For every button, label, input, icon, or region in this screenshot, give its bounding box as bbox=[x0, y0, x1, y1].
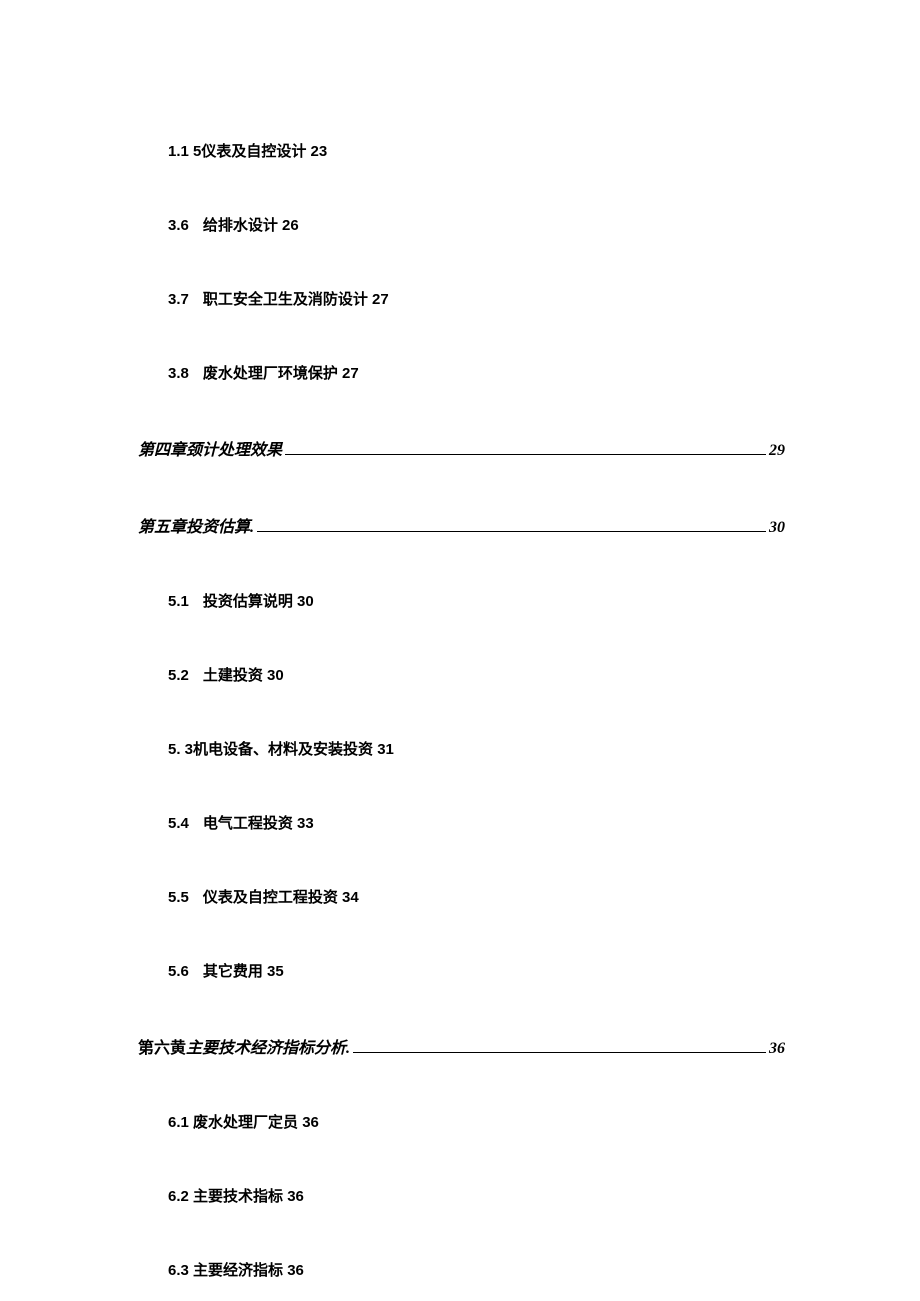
entry-text: 主要经济指标 36 bbox=[193, 1262, 304, 1279]
entry-number: 5.5 bbox=[168, 889, 189, 906]
entry-text: 机电设备、材料及安装投资 31 bbox=[193, 741, 394, 758]
entry-number: 5.6 bbox=[168, 963, 189, 980]
chapter-italic-part: 主要技术经济指标分析. bbox=[186, 1040, 350, 1057]
entry-text: 职工安全卫生及消防设计 27 bbox=[203, 291, 389, 308]
toc-sub-entry: 3.7 职工安全卫生及消防设计 27 bbox=[168, 288, 785, 309]
entry-text: 仪表及自控工程投资 34 bbox=[203, 889, 359, 906]
chapter-prefix: 第六黄 bbox=[138, 1040, 186, 1057]
entry-text: 电气工程投资 33 bbox=[203, 815, 314, 832]
toc-sub-entry: 6.2 主要技术指标 36 bbox=[168, 1185, 785, 1206]
toc-sub-entry: 5.1 投资估算说明 30 bbox=[168, 590, 785, 611]
toc-sub-entry: 5.2 土建投资 30 bbox=[168, 664, 785, 685]
entry-text: 废水处理厂定员 36 bbox=[193, 1114, 319, 1131]
toc-sub-entry: 1.1 5仪表及自控设计 23 bbox=[168, 140, 785, 161]
entry-number: 5. 3 bbox=[168, 741, 193, 758]
toc-sub-entry: 5. 3机电设备、材料及安装投资 31 bbox=[168, 738, 785, 759]
entry-text: 仪表及自控设计 23 bbox=[201, 143, 327, 160]
toc-sub-entry: 3.8 废水处理厂环境保护 27 bbox=[168, 362, 785, 383]
toc-sub-entry: 3.6 给排水设计 26 bbox=[168, 214, 785, 235]
entry-text: 其它费用 35 bbox=[203, 963, 284, 980]
toc-sub-entry: 5.6 其它费用 35 bbox=[168, 960, 785, 981]
chapter-page-number: 29 bbox=[769, 442, 785, 460]
entry-number: 5.2 bbox=[168, 667, 189, 684]
entry-text: 土建投资 30 bbox=[203, 667, 284, 684]
entry-number: 6.3 bbox=[168, 1262, 189, 1279]
entry-number: 3.7 bbox=[168, 291, 189, 308]
toc-chapter-entry: 第四章颈计处理效果 29 bbox=[138, 436, 785, 460]
entry-number: 3.6 bbox=[168, 217, 189, 234]
entry-number: 3.8 bbox=[168, 365, 189, 382]
document-page: 1.1 5仪表及自控设计 23 3.6 给排水设计 26 3.7 职工安全卫生及消防… bbox=[0, 0, 920, 1280]
entry-number: 6.2 bbox=[168, 1188, 189, 1205]
leader-line bbox=[353, 1052, 766, 1053]
toc-sub-entry: 5.4 电气工程投资 33 bbox=[168, 812, 785, 833]
toc-sub-entry: 5.5 仪表及自控工程投资 34 bbox=[168, 886, 785, 907]
entry-text: 投资估算说明 30 bbox=[203, 593, 314, 610]
chapter-title: 第四章颈计处理效果 bbox=[138, 436, 282, 460]
entry-number: 6.1 bbox=[168, 1114, 189, 1131]
leader-line bbox=[257, 531, 766, 532]
chapter-title: 第五章投资估算. bbox=[138, 513, 254, 537]
toc-chapter-entry: 第六黄主要技术经济指标分析. 36 bbox=[138, 1034, 785, 1058]
entry-text: 主要技术指标 36 bbox=[193, 1188, 304, 1205]
entry-number: 5.4 bbox=[168, 815, 189, 832]
toc-sub-entry: 6.1 废水处理厂定员 36 bbox=[168, 1111, 785, 1132]
toc-chapter-entry: 第五章投资估算. 30 bbox=[138, 513, 785, 537]
entry-text: 给排水设计 26 bbox=[203, 217, 299, 234]
chapter-page-number: 36 bbox=[769, 1040, 785, 1058]
entry-text: 废水处理厂环境保护 27 bbox=[203, 365, 359, 382]
toc-sub-entry: 6.3 主要经济指标 36 bbox=[168, 1259, 785, 1280]
leader-line bbox=[285, 454, 766, 455]
entry-number: 5.1 bbox=[168, 593, 189, 610]
entry-number: 1.1 5 bbox=[168, 143, 201, 160]
chapter-title: 第六黄主要技术经济指标分析. bbox=[138, 1034, 350, 1058]
chapter-page-number: 30 bbox=[769, 519, 785, 537]
